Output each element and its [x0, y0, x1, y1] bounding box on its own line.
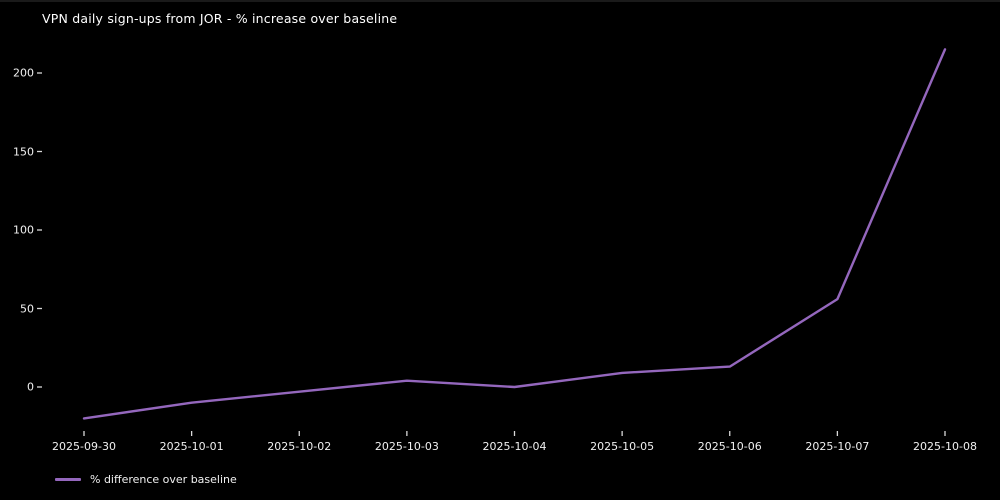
legend-label: % difference over baseline: [90, 473, 237, 486]
legend: % difference over baseline: [55, 473, 237, 486]
x-tick-label: 2025-10-08: [913, 440, 977, 453]
chart-title: VPN daily sign-ups from JOR - % increase…: [42, 11, 398, 26]
legend-line-swatch: [55, 478, 81, 481]
x-tick-label: 2025-10-02: [267, 440, 332, 453]
x-tick-label: 2025-10-05: [590, 440, 655, 453]
y-tick-label: 100: [13, 223, 34, 237]
x-tick-label: 2025-10-01: [159, 440, 224, 453]
y-tick-label: 200: [13, 66, 34, 80]
window-top-edge: [0, 0, 1000, 2]
series-line: [82, 48, 947, 420]
y-tick-label: 0: [27, 380, 34, 394]
x-tick-label: 2025-10-07: [805, 440, 870, 453]
y-tick-label: 150: [13, 145, 34, 158]
y-tick-label: 50: [20, 302, 34, 315]
x-tick-label: 2025-09-30: [52, 440, 116, 453]
x-tick-label: 2025-10-03: [374, 440, 439, 453]
x-tick-label: 2025-10-06: [697, 440, 762, 453]
x-tick-label: 2025-10-04: [482, 440, 547, 453]
